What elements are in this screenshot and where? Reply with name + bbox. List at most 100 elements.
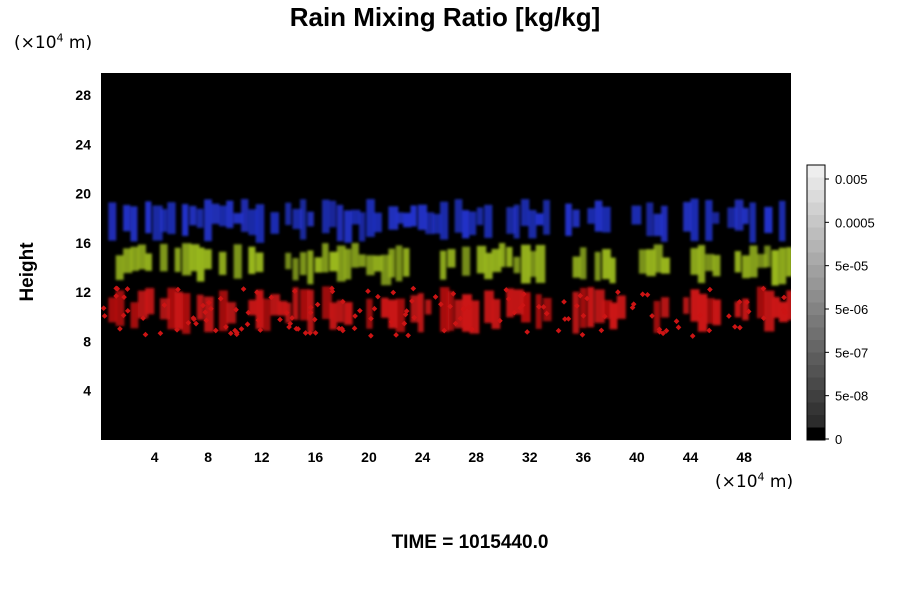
band-cell	[439, 250, 447, 280]
rain-droplet	[368, 315, 374, 322]
band-cell	[366, 298, 373, 329]
rain-droplet	[289, 315, 295, 321]
rain-droplet	[732, 323, 738, 330]
band-cell	[410, 205, 417, 227]
band-cell	[786, 247, 791, 277]
band-cell	[285, 202, 292, 226]
rain-droplet	[511, 309, 518, 316]
rain-droplet	[157, 330, 164, 337]
band-cell	[631, 205, 642, 225]
rain-droplet	[577, 292, 584, 299]
band-cell	[373, 255, 383, 272]
band-cell	[712, 212, 720, 224]
colorbar-level	[807, 377, 825, 391]
rain-droplet	[639, 291, 646, 298]
band-cell	[594, 251, 601, 281]
x-tick-label: 40	[629, 449, 645, 465]
band-cell	[447, 291, 455, 331]
rain-droplet	[457, 315, 464, 322]
rain-droplet	[505, 296, 512, 302]
band-cell	[742, 255, 750, 279]
band-cell	[653, 244, 663, 273]
colorbar-level	[807, 390, 825, 403]
band-cell	[506, 288, 514, 318]
rain-droplet	[780, 307, 787, 313]
band-cell	[344, 302, 353, 325]
x-tick-label: 24	[415, 449, 431, 465]
band-cell	[255, 289, 264, 330]
band-cell	[786, 290, 791, 321]
band-cell	[469, 211, 477, 236]
band-cell	[322, 243, 329, 273]
band-cell	[697, 293, 708, 332]
rain-droplet	[208, 305, 214, 312]
band-yellow-green	[115, 242, 791, 286]
band-cell	[285, 252, 292, 270]
band-cell	[196, 208, 204, 228]
band-cell	[778, 247, 787, 285]
colorbar-level	[807, 315, 825, 328]
colorbar-level	[807, 190, 825, 203]
rain-droplet	[140, 315, 146, 321]
band-cell	[602, 249, 611, 280]
rain-droplet	[312, 330, 319, 336]
band-cell	[344, 248, 352, 280]
band-cell	[454, 199, 463, 233]
rain-droplet	[561, 299, 567, 305]
band-cell	[742, 298, 749, 321]
rain-droplet	[503, 287, 510, 293]
band-cell	[705, 199, 713, 241]
band-cell	[366, 255, 375, 276]
colorbar-level	[807, 352, 825, 366]
band-cell	[462, 294, 472, 332]
band-cell	[771, 250, 779, 286]
band-cell	[764, 206, 773, 234]
y-tick-label: 16	[75, 235, 91, 251]
band-cell	[513, 204, 520, 239]
band-cell	[425, 212, 435, 235]
colorbar-level	[807, 415, 825, 428]
band-cell	[248, 209, 258, 236]
band-cell	[683, 297, 690, 314]
colorbar-level	[807, 240, 825, 253]
band-cell	[218, 205, 227, 227]
rain-droplet	[185, 319, 192, 326]
band-cell	[159, 209, 168, 232]
band-cell	[661, 297, 670, 318]
rain-droplet	[745, 308, 752, 315]
band-cell	[506, 207, 517, 234]
band-cell	[705, 298, 715, 324]
colorbar-label: 0.005	[835, 172, 868, 187]
rain-droplet	[254, 289, 260, 296]
band-cell	[410, 295, 421, 323]
band-cell	[145, 288, 155, 315]
band-cell	[270, 294, 281, 316]
rain-droplet	[540, 304, 547, 310]
rain-droplet	[737, 324, 743, 331]
rain-droplet	[450, 290, 457, 297]
band-cell	[565, 203, 572, 236]
rain-droplet	[574, 303, 580, 309]
band-cell	[742, 207, 749, 225]
band-cell	[609, 257, 616, 284]
rain-droplet	[447, 303, 453, 310]
band-cell	[476, 245, 487, 274]
colorbar-level	[807, 290, 825, 303]
rain-droplet	[120, 312, 127, 319]
rain-droplet	[238, 326, 245, 332]
rain-droplet	[113, 293, 120, 299]
rain-droplet	[584, 295, 590, 302]
y-unit-exponent: 4	[56, 31, 64, 45]
rain-droplet	[405, 332, 412, 339]
band-cell	[174, 247, 181, 272]
band-cell	[587, 208, 595, 224]
rain-droplet	[307, 304, 314, 311]
time-label: TIME = 1015440.0	[391, 532, 549, 553]
rain-droplet	[521, 291, 527, 298]
band-cell	[579, 247, 587, 280]
band-cell	[226, 302, 237, 324]
band-cell	[572, 209, 580, 228]
band-cell	[322, 199, 330, 234]
x-unit-prefix: (×10	[715, 472, 758, 492]
band-cell	[498, 243, 506, 268]
